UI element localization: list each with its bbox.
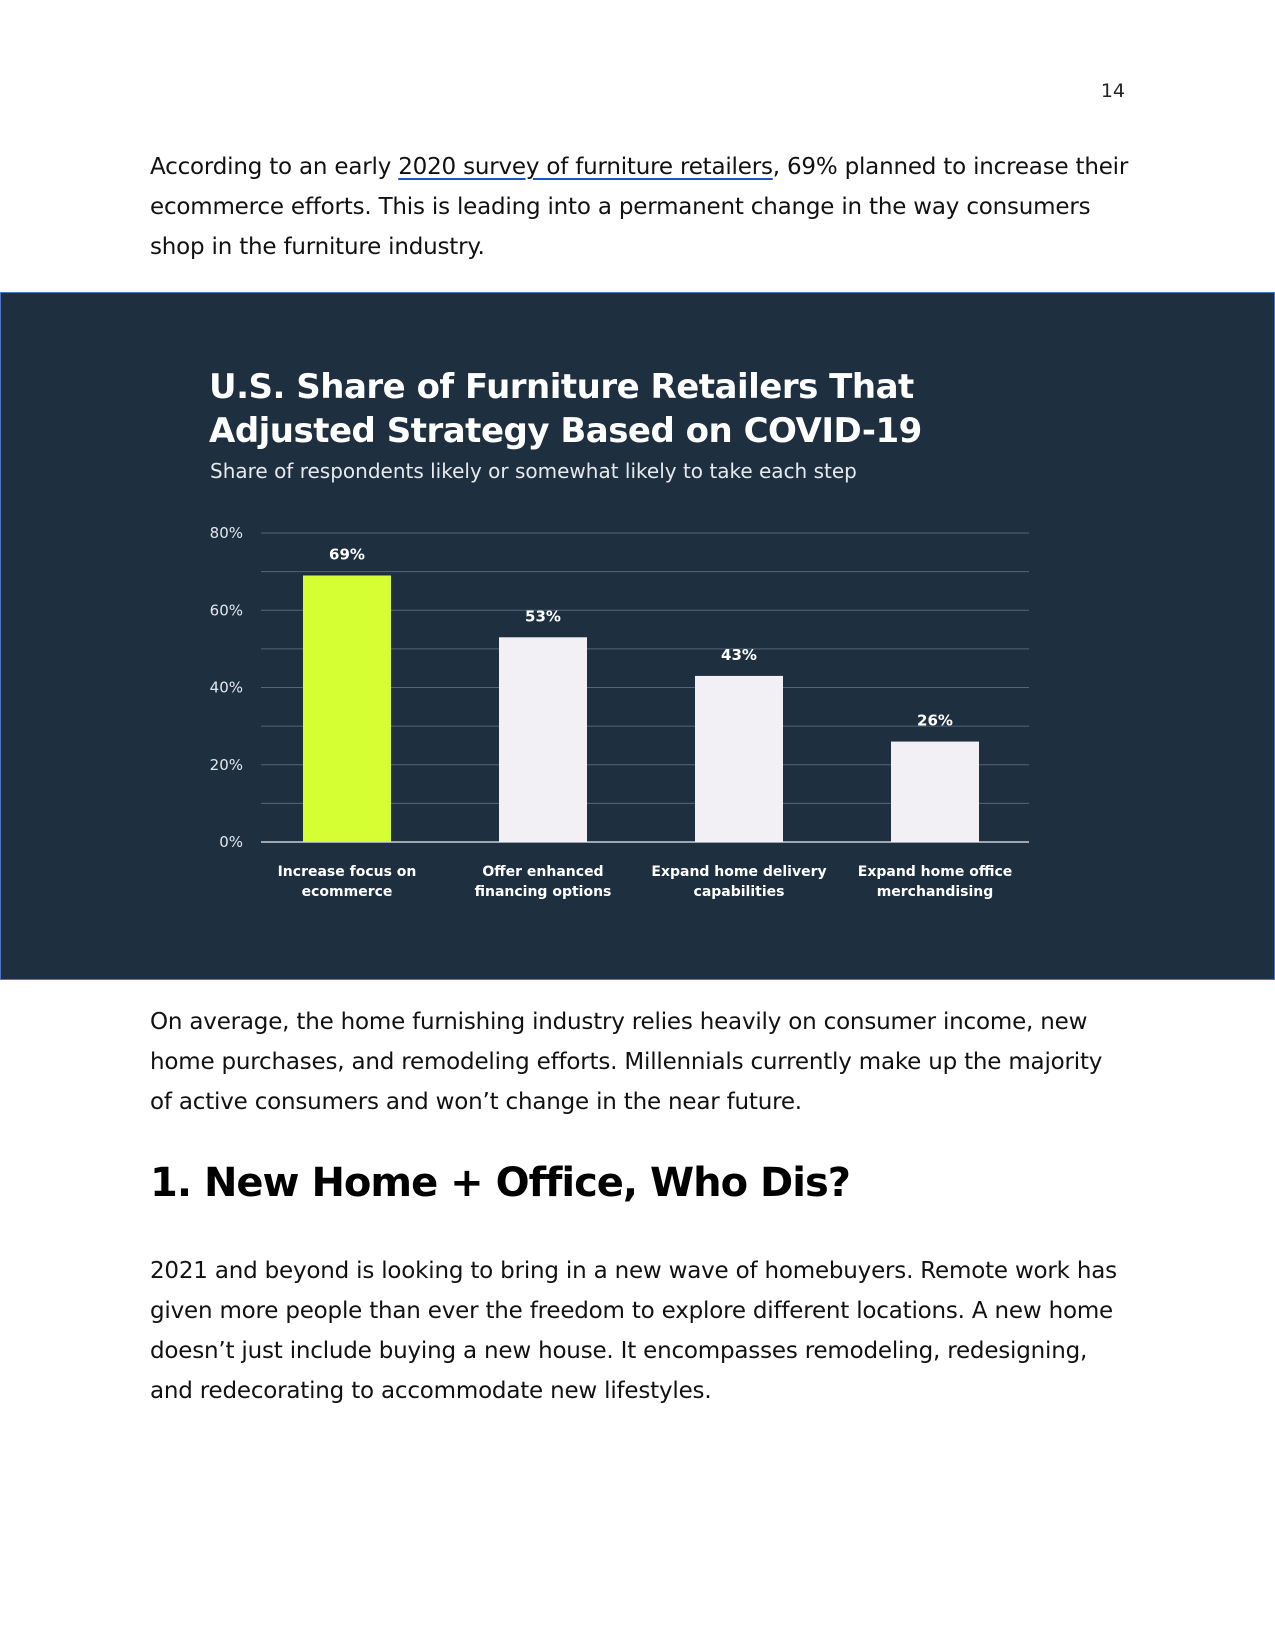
bar bbox=[499, 637, 587, 842]
bar bbox=[695, 675, 783, 842]
y-tick-label: 20% bbox=[210, 756, 243, 774]
bar bbox=[891, 741, 979, 842]
data-label: 26% bbox=[917, 712, 953, 730]
intro-paragraph: According to an early 2020 survey of fur… bbox=[150, 147, 1130, 267]
intro-text-end: , 69% planned to increase their ecommerc… bbox=[150, 154, 1129, 260]
y-tick-label: 80% bbox=[210, 524, 243, 542]
category-label: Increase focus on bbox=[278, 864, 417, 880]
page-number: 14 bbox=[1100, 80, 1125, 102]
category-label: Expand home delivery bbox=[651, 864, 826, 880]
chart-panel: 0% 20% 40% 60% 80% 69% Increase focus on ecomme… bbox=[0, 292, 1275, 980]
y-tick-label: 0% bbox=[219, 833, 243, 851]
survey-link[interactable]: 2020 survey of furniture retailers bbox=[398, 154, 773, 180]
section-heading: 1. New Home + Office, Who Dis? bbox=[150, 1160, 851, 1206]
bar bbox=[303, 575, 391, 842]
category-label: capabilities bbox=[694, 884, 785, 900]
chart-title: U.S. Share of Furniture Retailers That A… bbox=[209, 367, 922, 451]
data-label: 43% bbox=[721, 646, 757, 664]
bar-chart: 0% 20% 40% 60% 80% 69% Increase focus on ecomme… bbox=[210, 524, 1029, 900]
category-label: merchandising bbox=[877, 884, 994, 900]
y-tick-label: 60% bbox=[210, 601, 243, 619]
category-label: Expand home office bbox=[858, 864, 1013, 880]
category-label: financing options bbox=[475, 884, 612, 900]
data-label: 69% bbox=[329, 545, 365, 563]
category-label: Offer enhanced bbox=[482, 864, 603, 880]
chart-subtitle: Share of respondents likely or somewhat … bbox=[210, 459, 857, 483]
body-paragraph-consumers: On average, the home furnishing industry… bbox=[150, 1009, 1103, 1115]
body-paragraph-homebuyers: 2021 and beyond is looking to bring in a… bbox=[150, 1258, 1117, 1404]
y-tick-label: 40% bbox=[210, 679, 243, 697]
category-label: ecommerce bbox=[302, 884, 393, 900]
data-label: 53% bbox=[525, 607, 561, 625]
intro-text-start: According to an early bbox=[150, 154, 399, 180]
